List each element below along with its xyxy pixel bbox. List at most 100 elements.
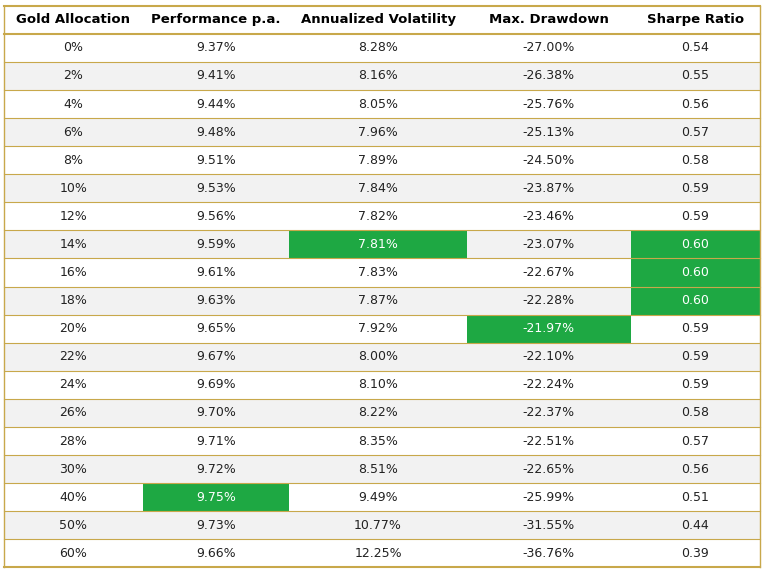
Text: 9.73%: 9.73% [196,519,236,532]
Bar [143,511,290,539]
Text: 12.25%: 12.25% [354,547,402,560]
Text: -31.55%: -31.55% [523,519,575,532]
Bar [290,259,467,287]
Text: 9.49%: 9.49% [358,491,398,504]
Text: 7.89%: 7.89% [358,154,398,166]
Text: -23.46%: -23.46% [523,210,575,223]
Bar [290,371,467,399]
Bar [290,174,467,202]
Text: 0.58: 0.58 [681,154,710,166]
Bar [467,483,631,511]
Text: 40%: 40% [60,491,87,504]
Text: 7.84%: 7.84% [358,182,398,195]
Text: 22%: 22% [60,350,87,363]
Text: 7.83%: 7.83% [358,266,398,279]
Text: 0.39: 0.39 [681,547,709,560]
Bar [631,174,760,202]
Text: 9.67%: 9.67% [196,350,236,363]
Bar [467,539,631,567]
Bar [631,343,760,371]
Bar [4,511,143,539]
Bar [467,287,631,315]
Bar [4,6,143,34]
Text: 8.16%: 8.16% [358,69,398,82]
Bar [631,146,760,174]
Bar [290,62,467,90]
Text: 0.59: 0.59 [681,182,710,195]
Bar [143,259,290,287]
Text: 28%: 28% [60,435,87,447]
Text: 9.59%: 9.59% [196,238,236,251]
Text: -22.67%: -22.67% [523,266,575,279]
Bar [290,483,467,511]
Bar [4,259,143,287]
Bar [467,371,631,399]
Text: -25.13%: -25.13% [523,126,575,138]
Bar [290,455,467,483]
Text: -27.00%: -27.00% [523,41,575,54]
Text: 8.51%: 8.51% [358,463,398,476]
Bar [631,539,760,567]
Bar [631,118,760,146]
Bar [631,287,760,315]
Bar [143,202,290,231]
Bar [467,6,631,34]
Text: -21.97%: -21.97% [523,322,575,335]
Text: 0.59: 0.59 [681,210,710,223]
Text: Sharpe Ratio: Sharpe Ratio [647,13,744,26]
Text: 9.51%: 9.51% [196,154,236,166]
Bar [467,399,631,427]
Bar [4,399,143,427]
Text: 7.87%: 7.87% [358,294,398,307]
Text: 9.63%: 9.63% [196,294,236,307]
Text: 20%: 20% [60,322,87,335]
Text: -24.50%: -24.50% [523,154,575,166]
Bar [290,231,467,259]
Text: -22.37%: -22.37% [523,407,575,419]
Text: 8%: 8% [63,154,83,166]
Bar [4,174,143,202]
Text: 9.37%: 9.37% [196,41,236,54]
Bar [290,146,467,174]
Bar [290,34,467,62]
Bar [467,343,631,371]
Bar [143,399,290,427]
Text: 7.92%: 7.92% [358,322,398,335]
Text: 0.51: 0.51 [681,491,710,504]
Text: 9.61%: 9.61% [196,266,236,279]
Text: 50%: 50% [60,519,87,532]
Bar [290,343,467,371]
Text: 0.58: 0.58 [681,407,710,419]
Bar [4,202,143,231]
Bar [467,315,631,343]
Text: 9.44%: 9.44% [196,97,236,110]
Bar [290,399,467,427]
Text: 9.65%: 9.65% [196,322,236,335]
Text: -22.51%: -22.51% [523,435,575,447]
Text: 0.59: 0.59 [681,378,710,391]
Bar [143,427,290,455]
Bar [4,62,143,90]
Bar [143,539,290,567]
Bar [4,146,143,174]
Text: Annualized Volatility: Annualized Volatility [300,13,455,26]
Text: 0.57: 0.57 [681,126,710,138]
Text: 2%: 2% [63,69,83,82]
Text: 6%: 6% [63,126,83,138]
Text: 8.10%: 8.10% [358,378,398,391]
Bar [290,6,467,34]
Text: 14%: 14% [60,238,87,251]
Bar [631,399,760,427]
Bar [467,90,631,118]
Text: -25.99%: -25.99% [523,491,575,504]
Bar [4,315,143,343]
Text: 8.00%: 8.00% [358,350,398,363]
Bar [631,231,760,259]
Bar [290,427,467,455]
Text: 10.77%: 10.77% [354,519,402,532]
Bar [290,202,467,231]
Bar [631,34,760,62]
Bar [143,174,290,202]
Text: -22.24%: -22.24% [523,378,575,391]
Bar [143,118,290,146]
